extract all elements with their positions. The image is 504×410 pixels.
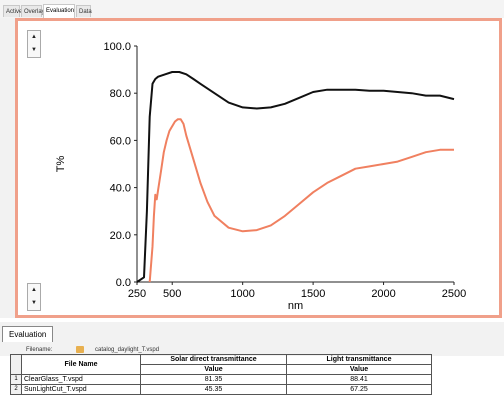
y-axis-top-spinner[interactable]: ▲ ▼ (27, 30, 41, 58)
filename-value: catalog_daylight_T.vspd (95, 347, 160, 353)
tab-overlay[interactable]: Overlay (21, 5, 45, 17)
solar-value-cell: 45.35 (140, 384, 287, 395)
y-tick-label: 100.0 (103, 41, 131, 53)
row-index-header (10, 354, 22, 375)
y-tick-label: 40.0 (110, 183, 131, 195)
tab-data[interactable]: Data (76, 5, 92, 17)
chart-series (136, 71, 455, 283)
folder-icon[interactable] (76, 346, 84, 353)
y-tick-label: 60.0 (110, 135, 131, 147)
y-tick-label: 20.0 (110, 230, 131, 242)
evaluation-tab-bar (0, 322, 504, 344)
tab-evaluation-panel[interactable]: Evaluation (2, 326, 54, 342)
light-value-cell: 67.25 (286, 384, 432, 395)
top-tab-bar: Active Overlay Evaluation Data (0, 0, 504, 18)
row-index: 1 (10, 374, 22, 385)
evaluation-table: File Name Solar direct transmittance Lig… (10, 354, 432, 395)
series-line-2 (148, 118, 454, 283)
light-value-cell: 88.41 (286, 374, 432, 385)
x-axis-label: nm (288, 300, 303, 312)
y-axis-bottom-spinner[interactable]: ▲ ▼ (27, 283, 41, 311)
column-header-light: Light transmittance (286, 354, 432, 365)
file-name-cell[interactable]: ClearGlass_T.vspd (21, 374, 141, 385)
x-tick-label: 250 (128, 288, 146, 300)
chart-panel (15, 18, 502, 318)
filename-label: Filename: (26, 347, 53, 353)
row-index: 2 (10, 384, 22, 395)
spin-down-icon[interactable]: ▼ (31, 300, 37, 306)
x-tick-label: 1500 (301, 288, 325, 300)
y-axis-label: T% (55, 156, 67, 173)
series-line-1 (136, 71, 455, 283)
filename-row: Filename: catalog_daylight_T.vspd (0, 344, 504, 356)
value-subheader: Value (140, 364, 287, 375)
file-name-cell[interactable]: SunLightCut_T.vspd (21, 384, 141, 395)
x-tick-label: 2000 (371, 288, 395, 300)
spin-up-icon[interactable]: ▲ (31, 287, 37, 293)
y-tick-label: 80.0 (110, 88, 131, 100)
x-tick-label: 2500 (442, 288, 466, 300)
table-header-row: File Name Solar direct transmittance Lig… (10, 354, 432, 375)
solar-value-cell: 81.35 (140, 374, 287, 385)
left-gutter (0, 18, 15, 318)
spin-down-icon[interactable]: ▼ (31, 47, 37, 53)
table-row[interactable]: 2 SunLightCut_T.vspd 45.35 67.25 (10, 384, 432, 395)
tab-active[interactable]: Active (3, 5, 22, 17)
spin-up-icon[interactable]: ▲ (31, 34, 37, 40)
chart-axes: 0.0 20.0 40.0 60.0 80.0 100.0 250 500 1000 1500 20… (55, 41, 466, 312)
y-tick-label: 0.0 (116, 277, 131, 289)
tab-evaluation[interactable]: Evaluation (43, 4, 75, 18)
table-row[interactable]: 1 ClearGlass_T.vspd 81.35 88.41 (10, 374, 432, 385)
column-header-file-name: File Name (21, 354, 141, 375)
value-subheader: Value (286, 364, 432, 375)
x-tick-label: 1000 (230, 288, 254, 300)
x-tick-label: 500 (163, 288, 181, 300)
transmittance-chart: 0.0 20.0 40.0 60.0 80.0 100.0 250 500 1000 1500 20… (55, 41, 466, 312)
column-header-solar: Solar direct transmittance (140, 354, 287, 365)
